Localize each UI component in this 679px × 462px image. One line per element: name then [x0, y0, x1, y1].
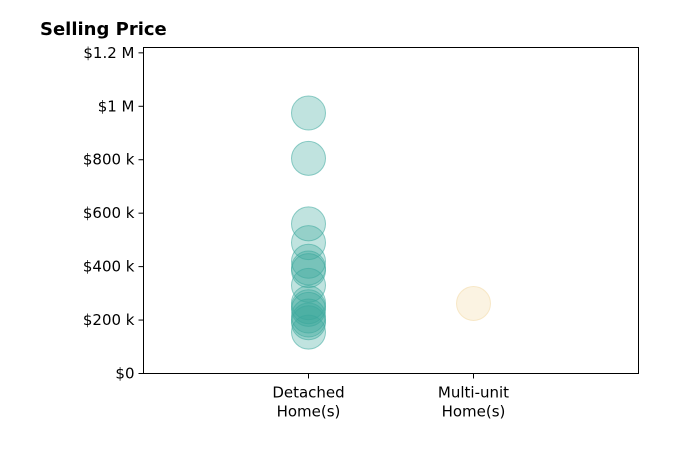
plot-frame	[143, 47, 639, 374]
y-tick-label: $1 M	[98, 97, 135, 115]
y-axis: $0 $200 k $400 k $600 k $800 k $1 M $1.2 M	[83, 44, 144, 383]
data-point	[291, 314, 326, 350]
data-points	[291, 95, 491, 350]
y-tick-label: $0	[115, 365, 134, 383]
y-tick-label: $1.2 M	[83, 44, 134, 62]
data-point	[291, 305, 326, 341]
y-tick-label: $200 k	[83, 311, 135, 329]
x-tick-label: Detached Home(s)	[272, 384, 344, 421]
data-point	[291, 140, 326, 176]
x-axis: Detached Home(s) Multi-unit Home(s)	[272, 373, 509, 421]
data-point	[291, 225, 326, 261]
chart-title: Selling Price	[40, 19, 167, 40]
data-point	[291, 95, 326, 131]
y-tick-label: $800 k	[83, 151, 135, 169]
y-tick-label: $400 k	[83, 258, 135, 276]
x-tick-label: Multi-unit Home(s)	[438, 384, 509, 421]
data-point	[291, 206, 326, 242]
y-tick-label: $600 k	[83, 204, 135, 222]
data-point	[456, 285, 491, 321]
data-point	[291, 253, 326, 289]
